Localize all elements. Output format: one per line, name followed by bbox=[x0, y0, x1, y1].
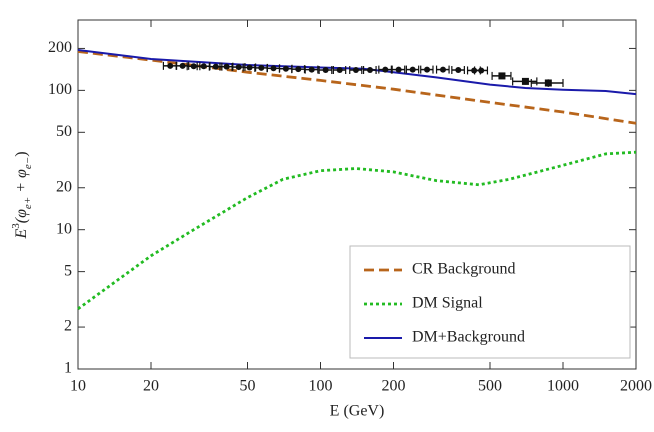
y-tick-label: 20 bbox=[56, 178, 72, 195]
x-tick-label: 2000 bbox=[620, 378, 652, 395]
data-point bbox=[424, 66, 431, 73]
y-tick-label: 200 bbox=[48, 39, 72, 56]
y-label-part: e+ bbox=[22, 197, 34, 209]
data-point bbox=[223, 63, 230, 70]
line-series bbox=[77, 49, 637, 96]
data-point bbox=[352, 67, 359, 74]
data-point bbox=[395, 66, 402, 73]
data-point bbox=[167, 62, 174, 69]
y-label-part: (φ bbox=[13, 209, 30, 223]
x-tick-label: 500 bbox=[478, 378, 502, 395]
data-point bbox=[200, 63, 207, 70]
x-tick-label: 50 bbox=[240, 378, 256, 395]
x-axis-label: E (GeV) bbox=[330, 403, 385, 420]
data-point bbox=[282, 65, 289, 72]
legend-label: DM Signal bbox=[412, 295, 483, 312]
line-series bbox=[77, 150, 637, 311]
legend-label: DM+Background bbox=[412, 329, 525, 346]
data-point bbox=[235, 64, 242, 71]
y-label-part: e− bbox=[22, 157, 34, 169]
y-label-part: 3 bbox=[10, 223, 22, 229]
y-tick-label: 1 bbox=[64, 360, 72, 377]
data-point bbox=[246, 64, 253, 71]
data-point bbox=[295, 66, 302, 73]
data-point bbox=[521, 77, 529, 85]
data-point bbox=[190, 63, 197, 70]
legend: CR Background DM Signal DM+Background bbox=[349, 245, 631, 359]
data-point bbox=[212, 63, 219, 70]
legend-box bbox=[349, 245, 631, 359]
legend-label: CR Background bbox=[412, 261, 516, 278]
x-tick-label: 200 bbox=[381, 378, 405, 395]
y-label-part: ) bbox=[13, 151, 30, 156]
data-point bbox=[270, 65, 277, 72]
data-point bbox=[382, 66, 389, 73]
data-point bbox=[544, 79, 552, 87]
data-point bbox=[336, 67, 343, 74]
data-point bbox=[498, 72, 506, 80]
y-tick-label: 100 bbox=[48, 81, 72, 98]
data-point bbox=[258, 64, 265, 71]
data-point bbox=[409, 66, 416, 73]
data-point bbox=[366, 67, 373, 74]
x-tick-label: 20 bbox=[143, 378, 159, 395]
data-point bbox=[322, 67, 329, 74]
y-tick-label: 50 bbox=[56, 123, 72, 140]
x-tick-label: 100 bbox=[309, 378, 333, 395]
data-point bbox=[308, 66, 315, 73]
plot-frame bbox=[77, 19, 637, 370]
data-point bbox=[439, 66, 446, 73]
y-tick-label: 10 bbox=[56, 220, 72, 237]
y-label-part: + φ bbox=[13, 169, 30, 197]
x-tick-label: 1000 bbox=[547, 378, 579, 395]
x-tick-label: 10 bbox=[70, 378, 86, 395]
y-label-part: E bbox=[13, 229, 30, 240]
data-point bbox=[179, 62, 186, 69]
y-axis-label: E3(φe+ + φe−) bbox=[10, 151, 34, 239]
line-series bbox=[77, 50, 637, 125]
y-tick-label: 2 bbox=[64, 318, 72, 335]
y-tick-label: 5 bbox=[64, 262, 72, 279]
data-point bbox=[455, 67, 462, 74]
data-point bbox=[478, 67, 485, 74]
